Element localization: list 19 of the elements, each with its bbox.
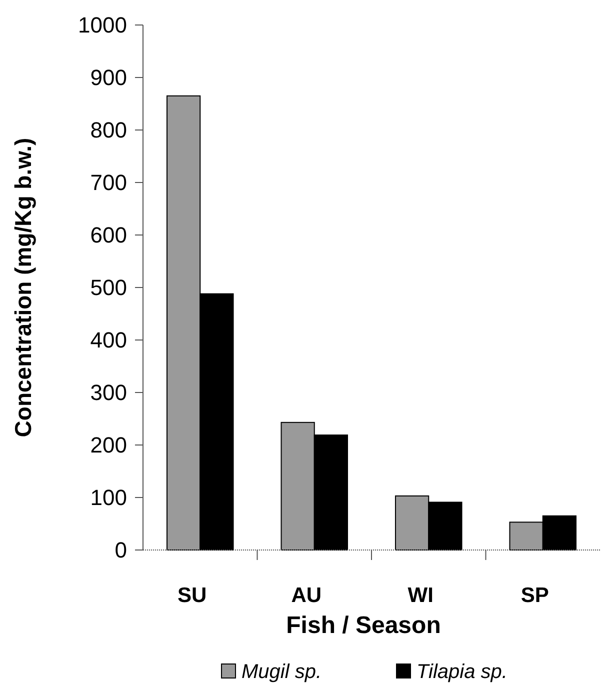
legend-label: Mugil sp. (242, 661, 322, 683)
legend-label: Tilapia sp. (416, 661, 508, 683)
y-tick-label: 1000 (78, 12, 127, 38)
x-tick-label: SU (178, 584, 207, 607)
x-tick-label: SP (520, 584, 549, 607)
y-tick-label: 300 (90, 380, 127, 406)
y-tick-label: 900 (90, 65, 127, 90)
y-tick-label: 0 (114, 538, 127, 563)
x-axis-title: Fish / Season (286, 612, 441, 639)
y-tick-label: 400 (90, 328, 127, 353)
y-axis-title: Concentration (mg/Kg b.w.) (10, 138, 36, 438)
y-tick-label: 100 (90, 485, 127, 510)
y-tick-label: 600 (90, 222, 127, 248)
x-tick-label: WI (408, 584, 434, 607)
y-tick-label: 200 (90, 432, 127, 458)
y-tick-label: 500 (90, 275, 127, 300)
y-tick-label: 700 (90, 170, 127, 196)
y-tick-label: 800 (90, 118, 127, 143)
x-tick-label: AU (291, 584, 322, 607)
